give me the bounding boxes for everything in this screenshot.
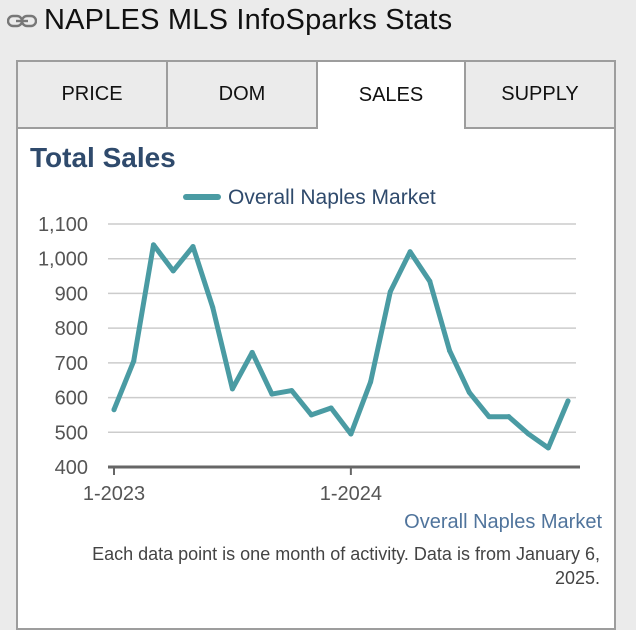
tab-sales[interactable]: SALES bbox=[318, 62, 466, 129]
link-icon bbox=[7, 14, 37, 28]
tab-dom[interactable]: DOM bbox=[168, 62, 318, 127]
data-point bbox=[368, 379, 374, 385]
tab-bar: PRICE DOM SALES SUPPLY bbox=[18, 62, 614, 129]
y-tick-label: 400 bbox=[55, 457, 88, 479]
data-point bbox=[387, 289, 393, 295]
data-point bbox=[249, 349, 255, 355]
stats-panel: PRICE DOM SALES SUPPLY Total Sales 400 50… bbox=[16, 60, 616, 630]
tab-price[interactable]: PRICE bbox=[18, 62, 168, 127]
y-tick-label: 500 bbox=[55, 422, 88, 444]
data-point bbox=[447, 348, 453, 354]
title-bar: NAPLES MLS InfoSparks Stats bbox=[0, 0, 636, 44]
data-point bbox=[170, 268, 176, 274]
data-point bbox=[210, 304, 216, 310]
data-point bbox=[427, 278, 433, 284]
tab-supply[interactable]: SUPPLY bbox=[466, 62, 614, 127]
data-point bbox=[269, 391, 275, 397]
y-tick-label: 900 bbox=[55, 283, 88, 305]
data-point bbox=[545, 445, 551, 451]
data-point bbox=[308, 412, 314, 418]
data-point bbox=[190, 244, 196, 250]
sales-chart: 400 500 600 700 800 900 1,000 1,100 1-2023 1-2024… bbox=[38, 186, 580, 505]
data-note: Each data point is one month of activity… bbox=[92, 544, 600, 588]
y-tick-label: 1,000 bbox=[38, 249, 88, 271]
legend-label: Overall Naples Market bbox=[228, 186, 436, 209]
data-point bbox=[150, 242, 156, 248]
data-point bbox=[111, 407, 117, 413]
data-point bbox=[131, 358, 137, 364]
data-point bbox=[526, 431, 532, 437]
data-point bbox=[466, 389, 472, 395]
y-tick-label: 800 bbox=[55, 318, 88, 340]
chart-title: Total Sales bbox=[30, 142, 176, 173]
footer-series-label: Overall Naples Market bbox=[404, 511, 602, 533]
data-point bbox=[486, 414, 492, 420]
x-tick-label: 1-2024 bbox=[320, 483, 382, 505]
y-tick-label: 700 bbox=[55, 353, 88, 375]
data-point bbox=[348, 431, 354, 437]
data-point bbox=[407, 249, 413, 255]
series-line bbox=[111, 242, 571, 451]
x-tick-label: 1-2023 bbox=[83, 483, 145, 505]
data-point bbox=[289, 388, 295, 394]
data-point bbox=[328, 405, 334, 411]
data-point bbox=[565, 398, 571, 404]
app-title: NAPLES MLS InfoSparks Stats bbox=[44, 4, 453, 36]
data-point bbox=[506, 414, 512, 420]
y-tick-label: 600 bbox=[55, 388, 88, 410]
y-tick-label: 1,100 bbox=[38, 214, 88, 236]
data-point bbox=[229, 386, 235, 392]
